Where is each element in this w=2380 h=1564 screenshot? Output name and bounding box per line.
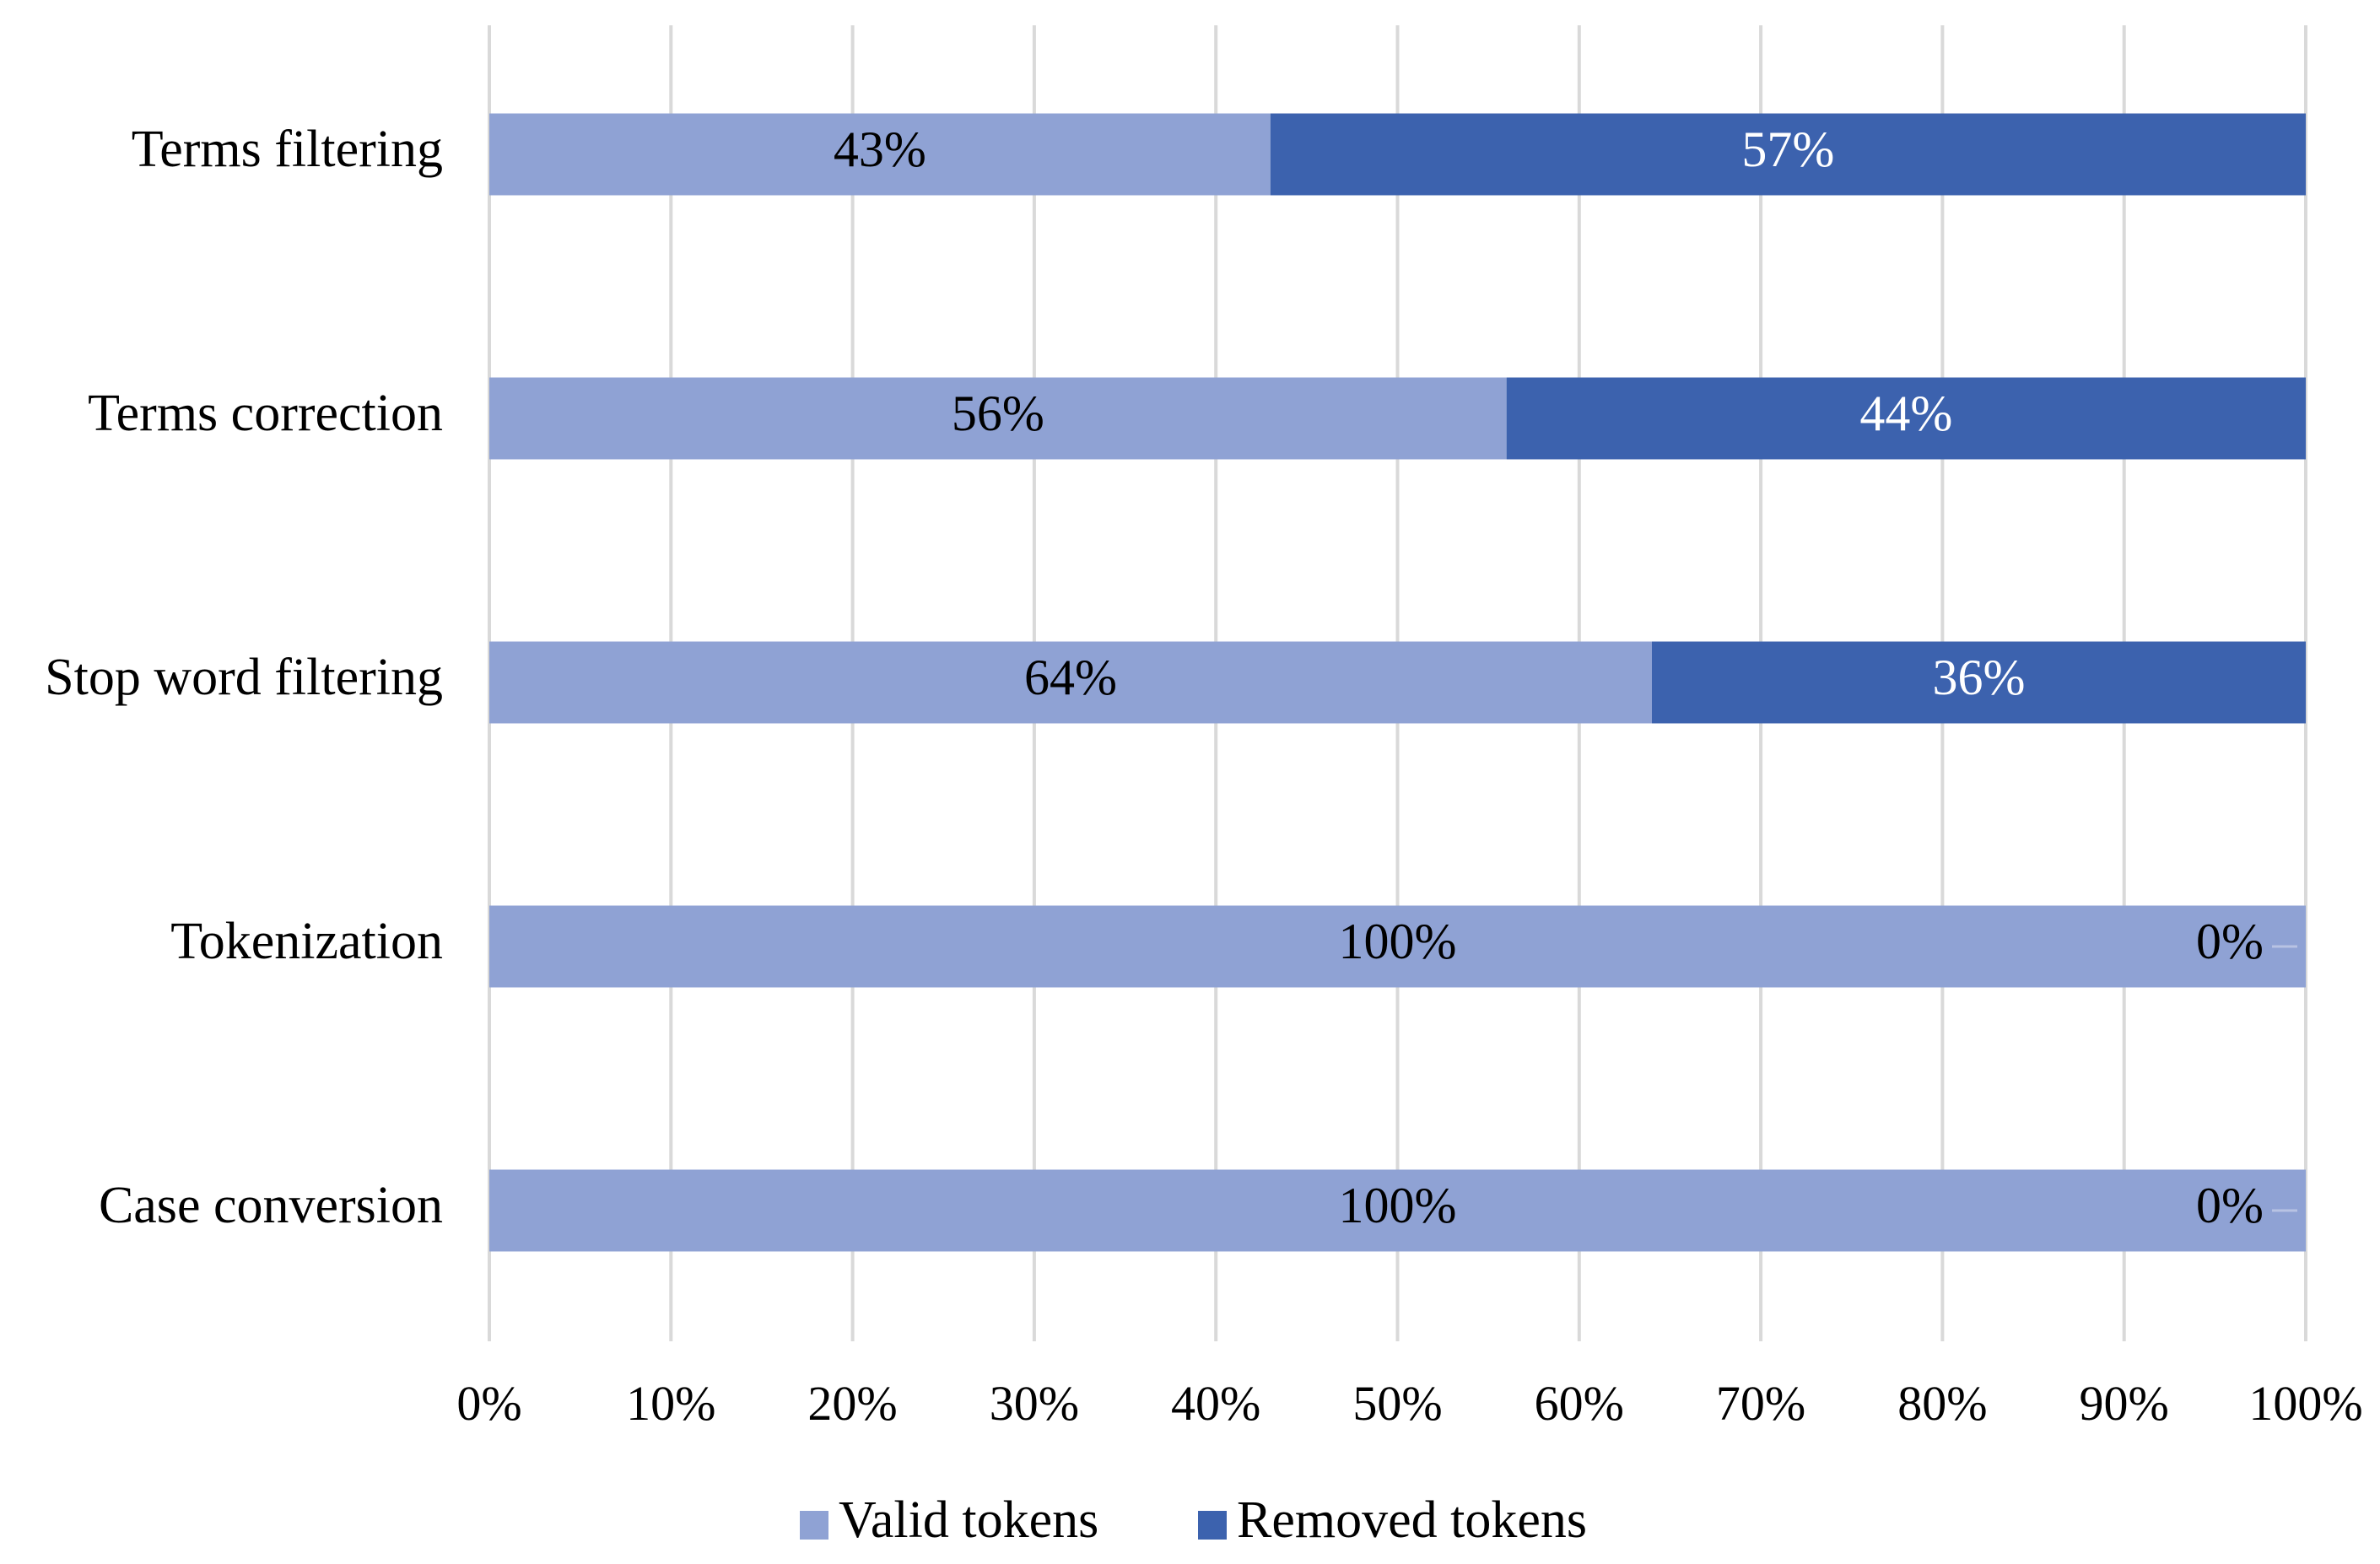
data-label: 0% xyxy=(2196,1178,2264,1233)
x-tick-label: 10% xyxy=(626,1376,715,1431)
category-label: Case conversion xyxy=(99,1177,443,1234)
data-label: 64% xyxy=(1024,650,1117,705)
data-label: 100% xyxy=(1339,914,1457,969)
data-label: 56% xyxy=(952,386,1044,441)
x-tick-label: 70% xyxy=(1716,1376,1805,1431)
x-tick-label: 100% xyxy=(2248,1376,2362,1431)
legend-swatch xyxy=(1198,1511,1227,1540)
x-tick-label: 40% xyxy=(1171,1376,1260,1431)
x-tick-label: 30% xyxy=(990,1376,1079,1431)
bar-segment xyxy=(489,113,1271,196)
category-label: Tokenization xyxy=(170,913,443,970)
bar-segment xyxy=(489,905,2306,988)
category-label: Terms correction xyxy=(88,385,443,442)
data-label: 43% xyxy=(834,121,926,177)
x-tick-label: 20% xyxy=(807,1376,897,1431)
data-label: 100% xyxy=(1339,1178,1457,1233)
bar-segment xyxy=(1651,641,2306,724)
x-axis-tick-labels: 0% 10% 20% 30% 40% 50% 60% 70% 80% 90% 100% xyxy=(456,1376,2362,1431)
category-label: Stop word filtering xyxy=(45,649,443,706)
x-tick-label: 60% xyxy=(1535,1376,1624,1431)
x-tick-label: 90% xyxy=(2080,1376,2169,1431)
category-label: Terms filtering xyxy=(132,121,443,178)
bar-segment xyxy=(489,1169,2306,1252)
legend-label: Valid tokens xyxy=(839,1491,1098,1549)
legend: Valid tokens Removed tokens xyxy=(800,1491,1587,1549)
bar-segment xyxy=(1506,377,2306,460)
bar-segment xyxy=(489,641,1652,724)
category-labels: Terms filtering Terms correction Stop word… xyxy=(45,121,443,1234)
bar-segment xyxy=(489,377,1507,460)
data-label: 36% xyxy=(1932,650,2025,705)
data-label: 57% xyxy=(1741,121,1834,177)
bars: 43% 57% 56% 44% 64% 36% 100% 0% 100% 0% xyxy=(489,113,2306,1252)
x-tick-label: 80% xyxy=(1897,1376,1987,1431)
x-tick-label: 0% xyxy=(456,1376,521,1431)
legend-swatch xyxy=(800,1511,828,1540)
data-label: 44% xyxy=(1859,386,1952,441)
data-label: 0% xyxy=(2196,914,2264,969)
x-tick-label: 50% xyxy=(1352,1376,1442,1431)
legend-label: Removed tokens xyxy=(1237,1491,1587,1549)
bar-segment xyxy=(1270,113,2306,196)
